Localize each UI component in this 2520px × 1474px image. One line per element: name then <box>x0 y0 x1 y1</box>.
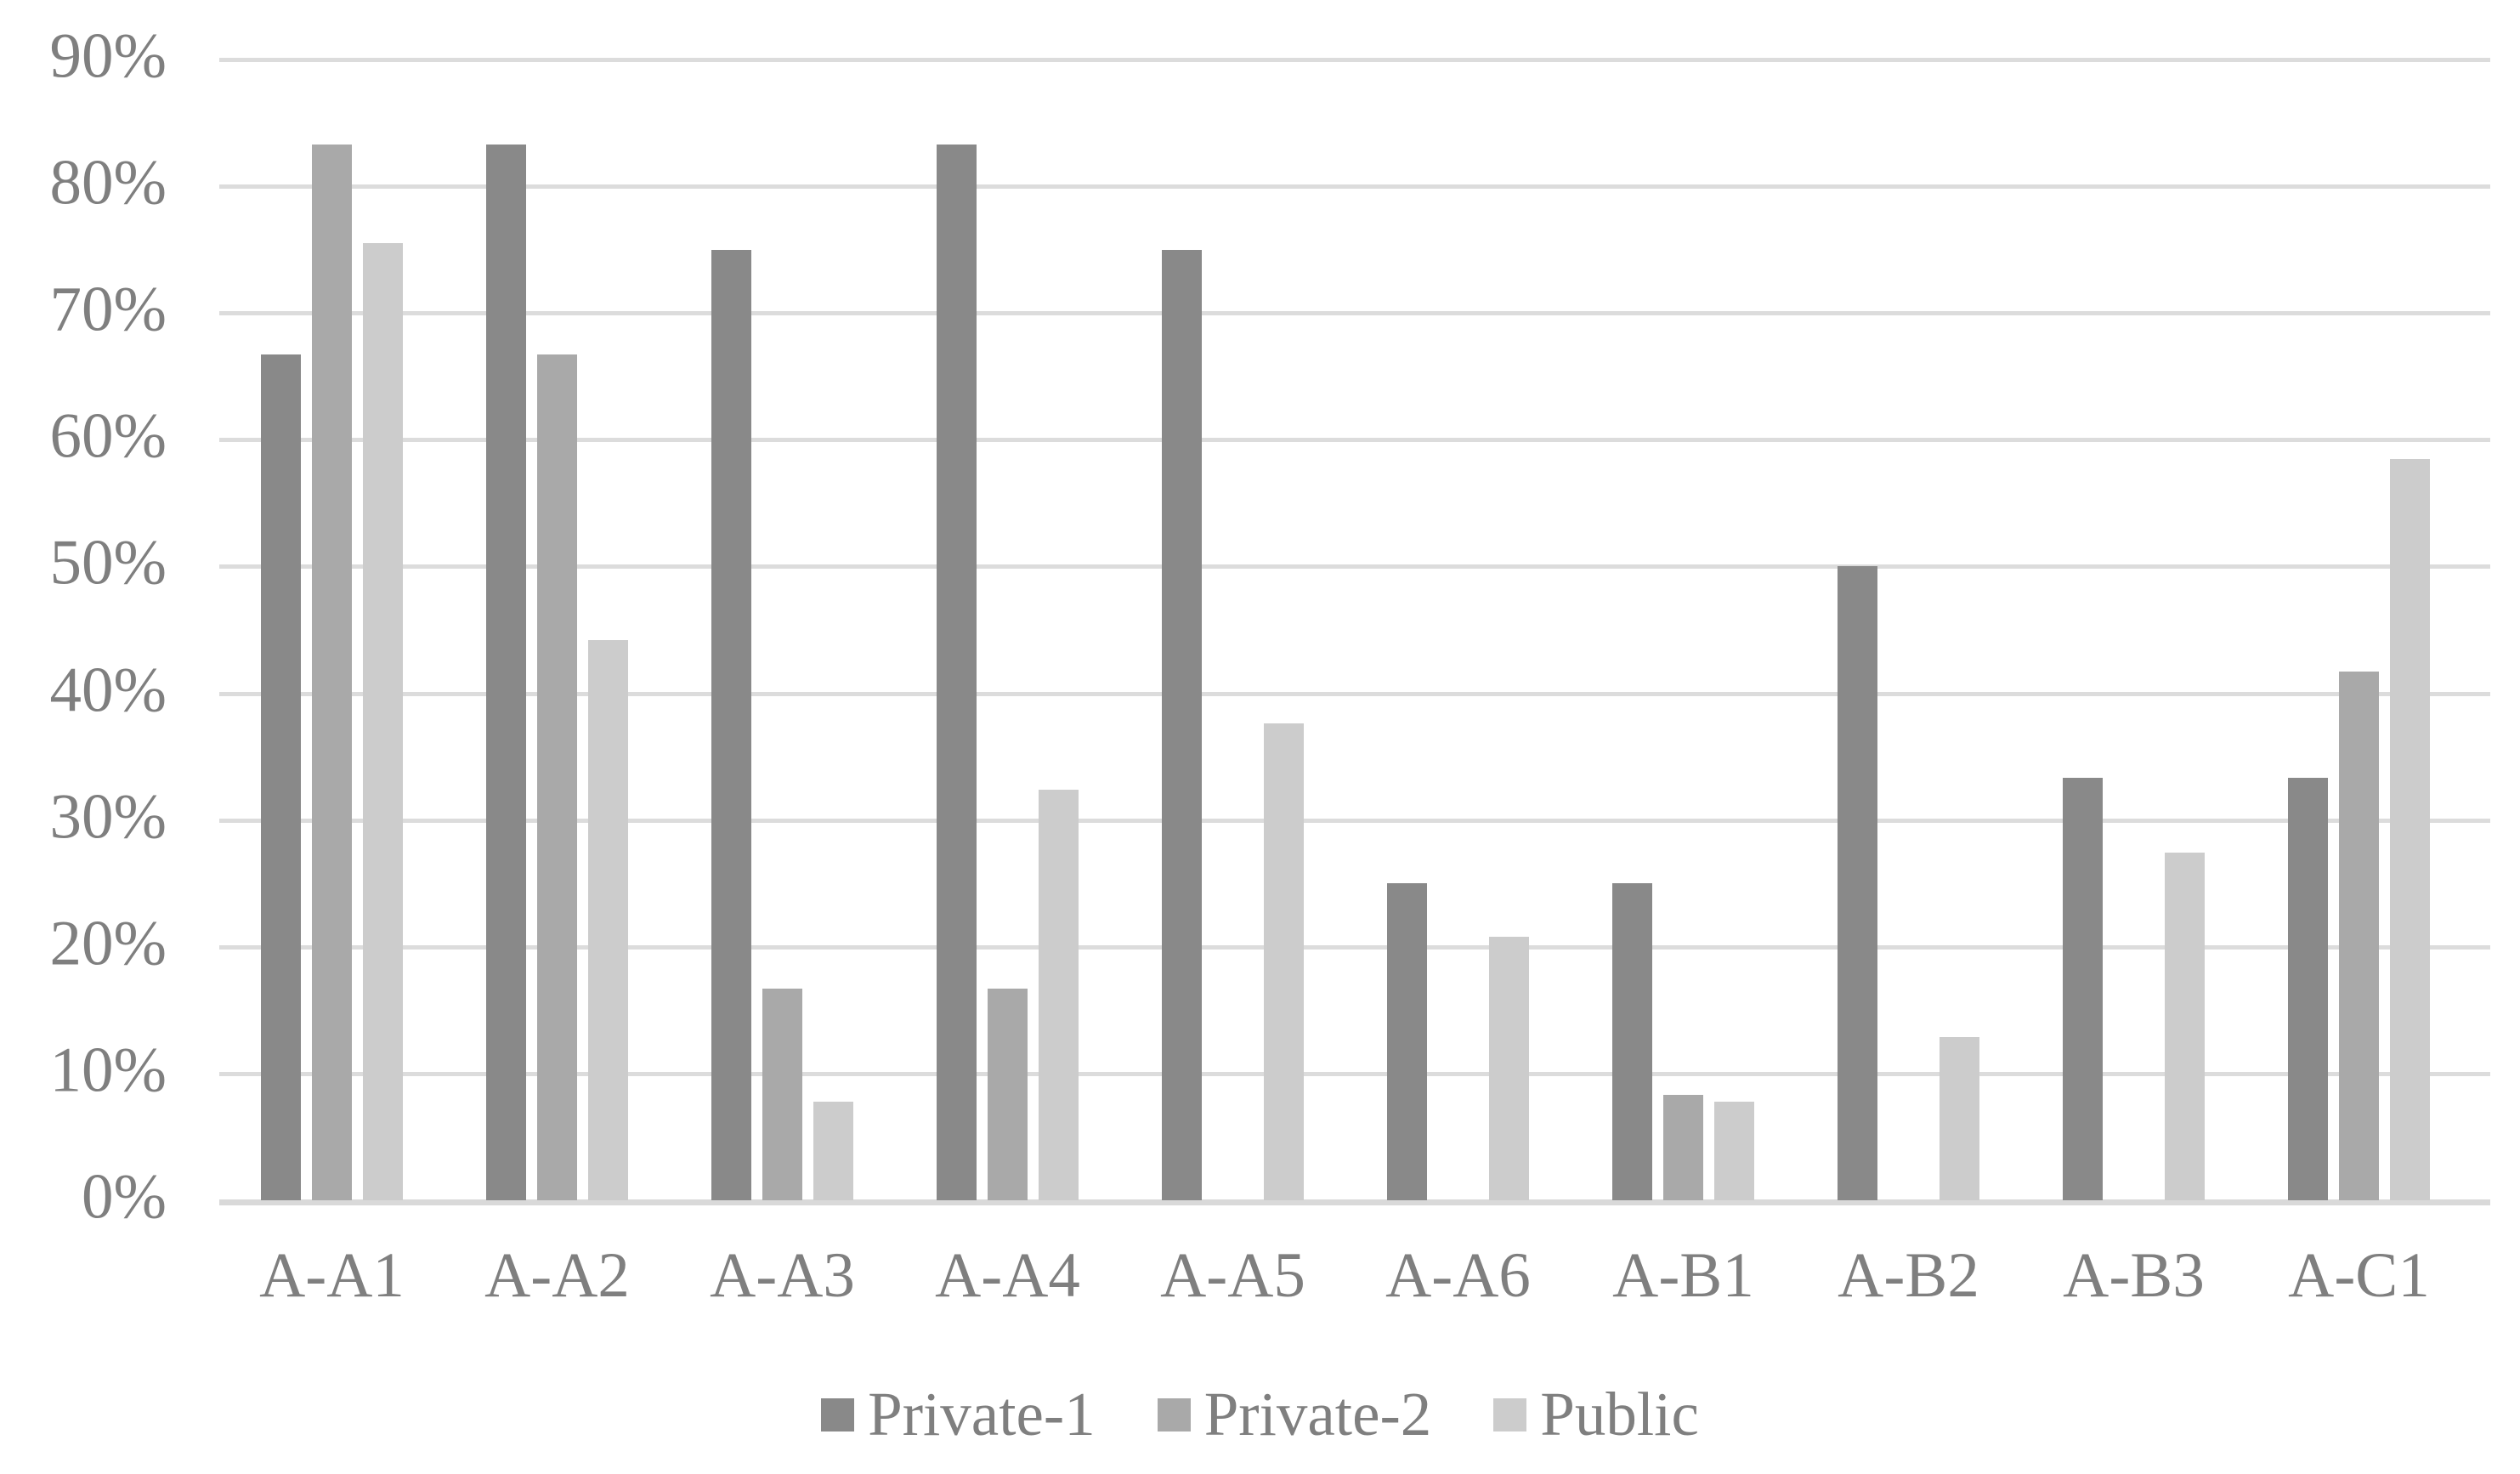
legend: Private-1 Private-2 Public <box>0 1379 2520 1450</box>
y-tick-label-50: 50% <box>49 527 167 598</box>
y-tick-label-90: 90% <box>49 20 167 92</box>
y-tick-label-60: 60% <box>49 400 167 472</box>
bar-public-a-b2 <box>1940 1037 1979 1200</box>
legend-item-private-2: Private-2 <box>1157 1379 1432 1450</box>
bar-public-a-a3 <box>813 1102 853 1200</box>
x-axis-label-a-b2: A-B2 <box>1838 1240 1979 1311</box>
bar-public-a-a6 <box>1489 937 1529 1200</box>
y-tick-label-30: 30% <box>49 781 167 853</box>
y-tick-label-10: 10% <box>49 1035 167 1106</box>
gridline-70 <box>219 311 2490 316</box>
gridline-10 <box>219 1071 2490 1076</box>
x-axis-label-a-c1: A-C1 <box>2288 1240 2430 1311</box>
x-axis-label-a-a6: A-A6 <box>1385 1240 1531 1311</box>
x-axis-label-a-b1: A-B1 <box>1612 1240 1754 1311</box>
y-tick-label-80: 80% <box>49 147 167 218</box>
bar-private-1-a-a4 <box>937 145 977 1200</box>
legend-swatch-icon-private-2 <box>1157 1397 1191 1431</box>
gridline-60 <box>219 438 2490 443</box>
bar-private-1-a-a3 <box>711 250 751 1200</box>
bar-private-2-a-a4 <box>988 989 1028 1200</box>
bar-public-a-b3 <box>2165 853 2205 1200</box>
y-tick-label-70: 70% <box>49 274 167 345</box>
x-axis-label-a-a3: A-A3 <box>710 1240 855 1311</box>
y-tick-label-40: 40% <box>49 655 167 726</box>
bar-public-a-a2 <box>588 640 628 1200</box>
legend-label-private-1: Private-1 <box>868 1380 1096 1448</box>
bar-private-2-a-a2 <box>537 354 577 1200</box>
bar-public-a-c1 <box>2390 459 2430 1200</box>
y-tick-label-20: 20% <box>49 908 167 979</box>
bar-private-1-a-b2 <box>1838 566 1877 1200</box>
x-axis-label-a-a5: A-A5 <box>1160 1240 1305 1311</box>
y-tick-label-0: 0% <box>82 1161 167 1233</box>
gridline-50 <box>219 564 2490 570</box>
bar-private-1-a-c1 <box>2288 778 2328 1200</box>
bar-public-a-a4 <box>1039 790 1079 1200</box>
bar-private-2-a-a1 <box>312 145 352 1200</box>
bar-private-1-a-b3 <box>2063 778 2103 1200</box>
bar-public-a-a5 <box>1264 723 1304 1200</box>
x-axis-label-a-a1: A-A1 <box>259 1240 405 1311</box>
legend-item-public: Public <box>1493 1379 1699 1450</box>
x-axis-label-a-a2: A-A2 <box>484 1240 630 1311</box>
gridline-40 <box>219 691 2490 696</box>
legend-swatch-icon-private-1 <box>821 1397 855 1431</box>
legend-label-public: Public <box>1540 1380 1699 1448</box>
legend-label-private-2: Private-2 <box>1203 1380 1432 1448</box>
bar-public-a-b1 <box>1714 1102 1754 1200</box>
gridline-90 <box>219 58 2490 62</box>
x-axis-label-a-b3: A-B3 <box>2063 1240 2205 1311</box>
bar-private-2-a-a3 <box>762 989 802 1200</box>
bar-private-2-a-c1 <box>2339 672 2379 1200</box>
bar-private-1-a-a2 <box>486 145 526 1200</box>
bar-private-2-a-b1 <box>1663 1095 1703 1200</box>
x-axis-label-a-a4: A-A4 <box>935 1240 1080 1311</box>
bar-public-a-a1 <box>363 243 403 1200</box>
bar-private-1-a-a1 <box>261 354 301 1200</box>
bar-private-1-a-a6 <box>1387 883 1427 1200</box>
legend-item-private-1: Private-1 <box>821 1379 1096 1450</box>
bar-private-1-a-a5 <box>1162 250 1202 1200</box>
legend-swatch-icon-public <box>1493 1397 1527 1431</box>
gridline-30 <box>219 818 2490 823</box>
x-axis-baseline <box>219 1199 2490 1205</box>
bar-private-1-a-b1 <box>1612 883 1652 1200</box>
gridline-80 <box>219 184 2490 190</box>
gridline-20 <box>219 944 2490 950</box>
